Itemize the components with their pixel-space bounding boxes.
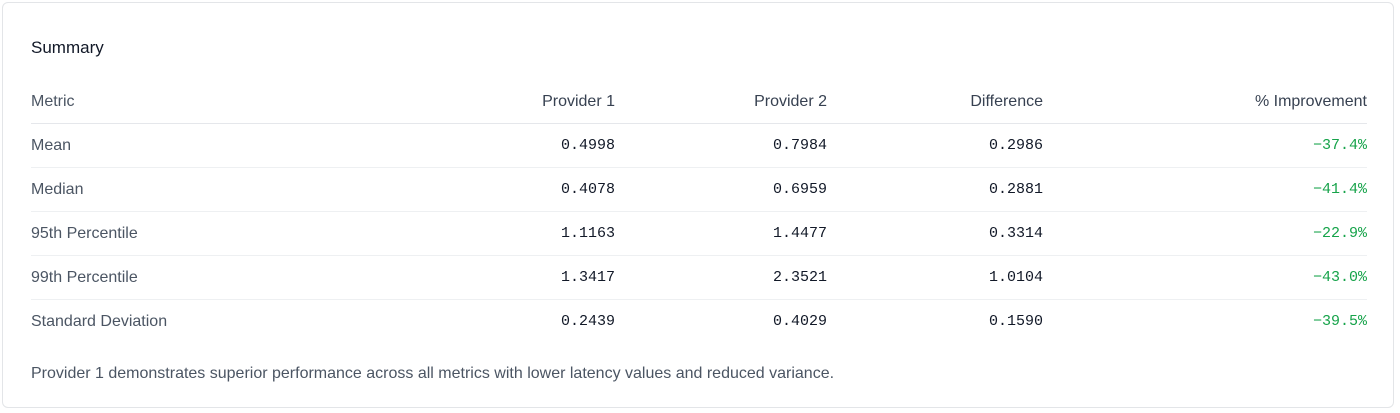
value-cell: 0.4029 bbox=[772, 312, 827, 330]
metric-name: 95th Percentile bbox=[31, 211, 401, 256]
value-cell: 1.3417 bbox=[401, 255, 615, 300]
improvement-cell: −43.0% bbox=[1043, 255, 1367, 300]
column-header: Difference bbox=[827, 80, 1043, 124]
value-cell: 1.0104 bbox=[827, 255, 1043, 300]
metric-name: Median bbox=[31, 167, 401, 212]
improvement-cell: −39.5% bbox=[1312, 312, 1367, 330]
column-header: Provider 1 bbox=[401, 80, 615, 124]
column-header: % Improvement bbox=[1043, 80, 1367, 124]
summary-card: Summary Metric Provider 1 Provider 2 Differ… bbox=[2, 2, 1394, 408]
value-cell: 0.2986 bbox=[827, 123, 1043, 168]
table-row: 95th Percentile 1.1163 1.4477 0.3314 −22.9% bbox=[31, 211, 1367, 256]
value-cell: 0.4998 bbox=[401, 123, 615, 168]
value-cell: 0.1590 bbox=[988, 312, 1043, 330]
value-cell: 0.2881 bbox=[827, 167, 1043, 212]
table-body: Mean 0.4998 0.7984 0.2986 −37.4% Median 0.4078… bbox=[31, 123, 1367, 344]
improvement-cell: −22.9% bbox=[1043, 211, 1367, 256]
value-cell: 2.3521 bbox=[615, 255, 827, 300]
summary-note: Provider 1 demonstrates superior perform… bbox=[31, 365, 835, 382]
table-row: Mean 0.4998 0.7984 0.2986 −37.4% bbox=[31, 123, 1367, 168]
table-row: Median 0.4078 0.6959 0.2881 −41.4% bbox=[31, 167, 1367, 212]
metric-name: Standard Deviation bbox=[31, 312, 168, 330]
summary-table: Metric Provider 1 Provider 2 Difference% Im… bbox=[31, 80, 1367, 343]
value-cell: 0.3314 bbox=[827, 211, 1043, 256]
column-header: Metric bbox=[31, 80, 401, 124]
value-cell: 0.7984 bbox=[615, 123, 827, 168]
value-cell: 0.2439 bbox=[560, 312, 615, 330]
table-row: 99th Percentile 1.3417 2.3521 1.0104 −43.0% bbox=[31, 255, 1367, 300]
header-row: Metric Provider 1 Provider 2 Difference% Im… bbox=[31, 80, 1367, 124]
table-row: Standard Deviation 0.2439 0.4029 0.1590 −39.… bbox=[31, 300, 1367, 344]
card-title: Summary bbox=[31, 38, 104, 57]
metric-name: 99th Percentile bbox=[31, 255, 401, 300]
improvement-cell: −37.4% bbox=[1043, 123, 1367, 168]
column-header: Provider 2 bbox=[615, 80, 827, 124]
value-cell: 0.4078 bbox=[401, 167, 615, 212]
improvement-cell: −41.4% bbox=[1043, 167, 1367, 212]
value-cell: 0.6959 bbox=[615, 167, 827, 212]
metric-name: Mean bbox=[31, 123, 401, 168]
value-cell: 1.1163 bbox=[401, 211, 615, 256]
value-cell: 1.4477 bbox=[615, 211, 827, 256]
